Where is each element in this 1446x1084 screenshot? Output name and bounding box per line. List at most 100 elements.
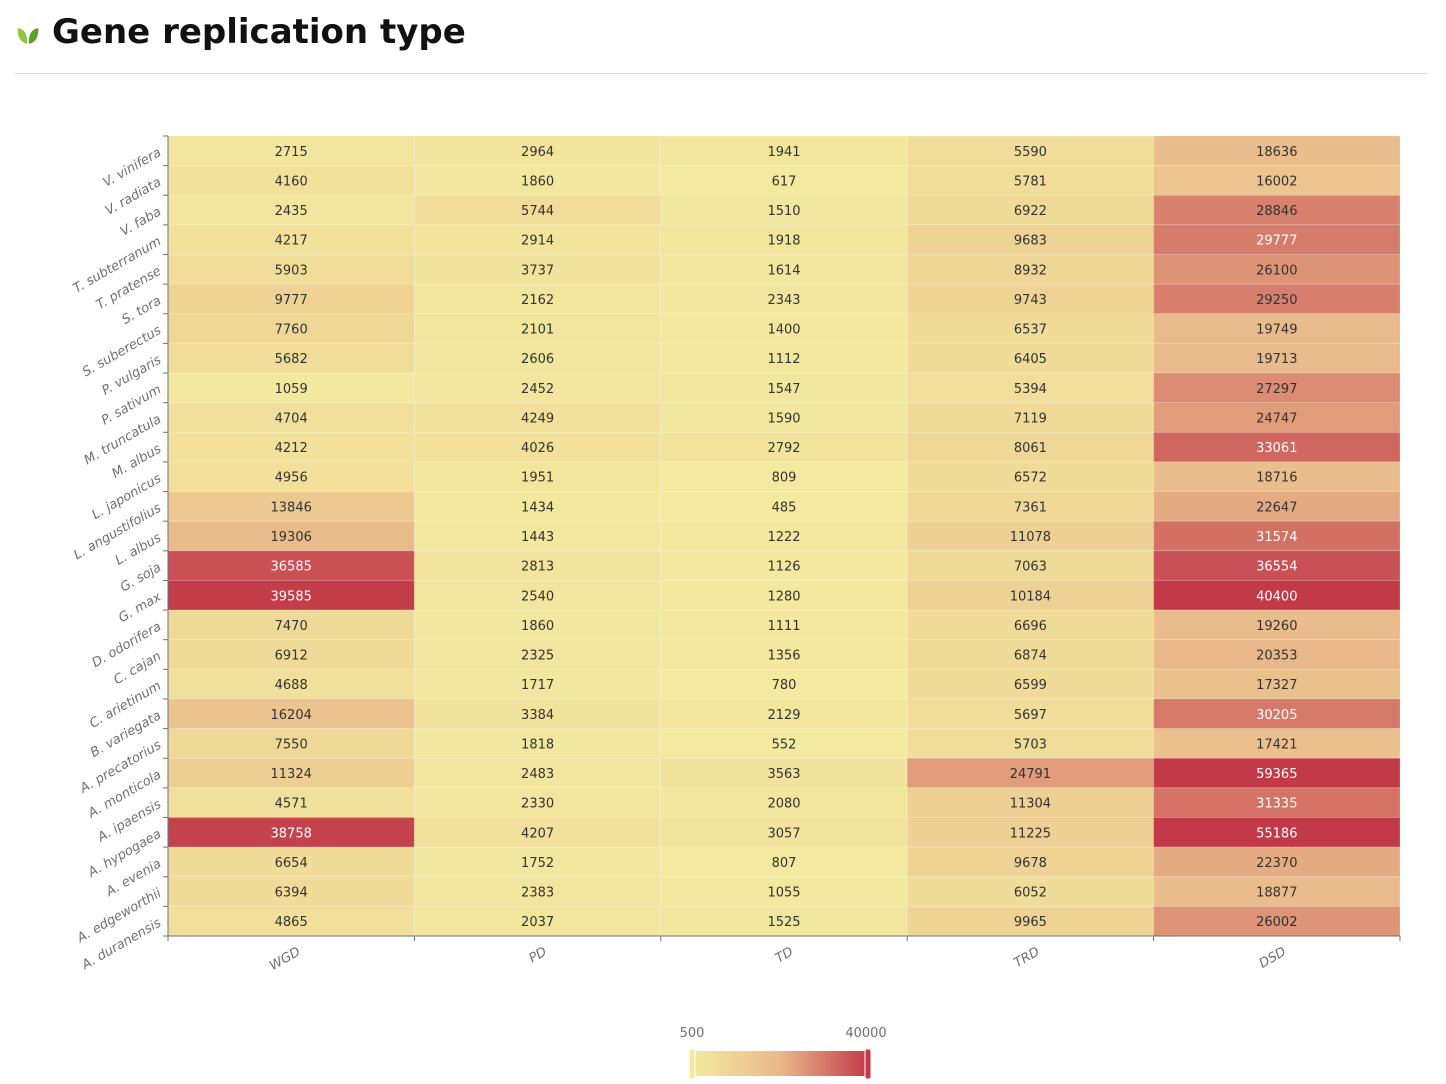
heatmap-cell[interactable] (906, 431, 1155, 463)
heatmap-cell[interactable] (660, 194, 908, 226)
heatmap-cell[interactable] (660, 135, 908, 167)
heatmap-cell[interactable] (906, 283, 1155, 315)
heatmap-cell[interactable] (1153, 816, 1401, 848)
heatmap-cell[interactable] (167, 757, 415, 789)
heatmap-cell[interactable] (906, 194, 1155, 226)
heatmap-cell[interactable] (1153, 579, 1401, 611)
heatmap-cell[interactable] (1153, 372, 1401, 404)
heatmap-cell[interactable] (167, 698, 415, 730)
heatmap-cell[interactable] (1153, 787, 1401, 818)
heatmap-cell[interactable] (413, 520, 662, 552)
heatmap-cell[interactable] (1153, 757, 1401, 789)
heatmap-cell[interactable] (167, 342, 415, 374)
heatmap-cell[interactable] (906, 876, 1155, 907)
heatmap-cell[interactable] (1153, 520, 1401, 552)
heatmap-cell[interactable] (413, 283, 662, 315)
heatmap-cell[interactable] (906, 491, 1155, 522)
heatmap-cell[interactable] (1153, 402, 1401, 433)
heatmap-cell[interactable] (906, 224, 1155, 256)
heatmap-cell[interactable] (660, 876, 908, 907)
heatmap-cell[interactable] (660, 431, 908, 463)
heatmap-cell[interactable] (413, 194, 662, 226)
heatmap-cell[interactable] (906, 698, 1155, 730)
heatmap-cell[interactable] (660, 787, 908, 818)
heatmap-cell[interactable] (1153, 431, 1401, 463)
heatmap-cell[interactable] (413, 550, 662, 581)
heatmap-cell[interactable] (660, 283, 908, 315)
visual-map-bar[interactable] (692, 1051, 868, 1076)
heatmap-cell[interactable] (167, 876, 415, 907)
heatmap-cell[interactable] (660, 550, 908, 581)
heatmap-cell[interactable] (906, 165, 1155, 196)
heatmap-cell[interactable] (660, 757, 908, 789)
heatmap-cell[interactable] (413, 224, 662, 256)
heatmap-cell[interactable] (167, 520, 415, 552)
heatmap-cell[interactable] (660, 491, 908, 522)
heatmap-cell[interactable] (1153, 728, 1401, 759)
heatmap-cell[interactable] (660, 254, 908, 285)
heatmap-cell[interactable] (660, 846, 908, 878)
heatmap-cell[interactable] (660, 520, 908, 552)
x-axis-label: PD (527, 944, 550, 966)
heatmap-cell[interactable] (1153, 905, 1401, 937)
visual-map-max-handle[interactable] (864, 1048, 872, 1080)
heatmap-cell[interactable] (906, 579, 1155, 611)
cell-value-label: 1717 (521, 678, 554, 693)
heatmap-cell[interactable] (1153, 342, 1401, 374)
heatmap-cell[interactable] (167, 579, 415, 611)
heatmap-cell[interactable] (1153, 461, 1401, 493)
heatmap-cell[interactable] (167, 905, 415, 937)
heatmap-cell[interactable] (413, 668, 662, 700)
heatmap-cell[interactable] (906, 461, 1155, 493)
heatmap-cell[interactable] (413, 402, 662, 433)
heatmap-cell[interactable] (1153, 876, 1401, 907)
heatmap-cell[interactable] (413, 698, 662, 730)
heatmap-cell[interactable] (1153, 224, 1401, 256)
heatmap-cell[interactable] (413, 728, 662, 759)
heatmap-cell[interactable] (906, 550, 1155, 581)
heatmap-cell[interactable] (660, 905, 908, 937)
cell-value-label: 28846 (1256, 204, 1297, 219)
heatmap-cell[interactable] (413, 876, 662, 907)
heatmap-cell[interactable] (413, 461, 662, 493)
heatmap-cell[interactable] (1153, 550, 1401, 581)
heatmap-cell[interactable] (906, 609, 1155, 641)
heatmap-cell[interactable] (1153, 254, 1401, 285)
heatmap-cell[interactable] (660, 313, 908, 344)
heatmap-cell[interactable] (660, 698, 908, 730)
heatmap-cell[interactable] (1153, 313, 1401, 344)
heatmap-cell[interactable] (413, 609, 662, 641)
heatmap-cell[interactable] (660, 165, 908, 196)
heatmap-cell[interactable] (413, 905, 662, 937)
heatmap-cell[interactable] (167, 224, 415, 256)
x-axis-label: TD (773, 944, 796, 966)
heatmap-cell[interactable] (906, 905, 1155, 937)
heatmap-cell[interactable] (167, 283, 415, 315)
heatmap-cell[interactable] (660, 816, 908, 848)
heatmap-cell[interactable] (660, 342, 908, 374)
heatmap-cell[interactable] (1153, 283, 1401, 315)
heatmap-cell[interactable] (906, 668, 1155, 700)
heatmap-cell[interactable] (413, 757, 662, 789)
heatmap-cell[interactable] (660, 372, 908, 404)
heatmap-cell[interactable] (167, 135, 415, 167)
heatmap-cell[interactable] (167, 787, 415, 818)
heatmap-cell[interactable] (1153, 135, 1401, 167)
heatmap-cell[interactable] (1153, 698, 1401, 730)
heatmap-cell[interactable] (413, 491, 662, 522)
heatmap-cell[interactable] (660, 461, 908, 493)
heatmap-cell[interactable] (660, 609, 908, 641)
heatmap-cell[interactable] (660, 668, 908, 700)
heatmap-cell[interactable] (413, 313, 662, 344)
heatmap-cell[interactable] (413, 431, 662, 463)
heatmap-cell[interactable] (1153, 491, 1401, 522)
cell-value-label: 617 (772, 174, 797, 189)
heatmap-cell[interactable] (660, 639, 908, 670)
heatmap-cell[interactable] (660, 224, 908, 256)
heatmap-cell[interactable] (167, 431, 415, 463)
heatmap-cell[interactable] (167, 846, 415, 878)
heatmap-cell[interactable] (413, 342, 662, 374)
heatmap-cell[interactable] (1153, 846, 1401, 878)
visual-map-min-handle[interactable] (688, 1048, 696, 1080)
heatmap-cell[interactable] (1153, 165, 1401, 196)
